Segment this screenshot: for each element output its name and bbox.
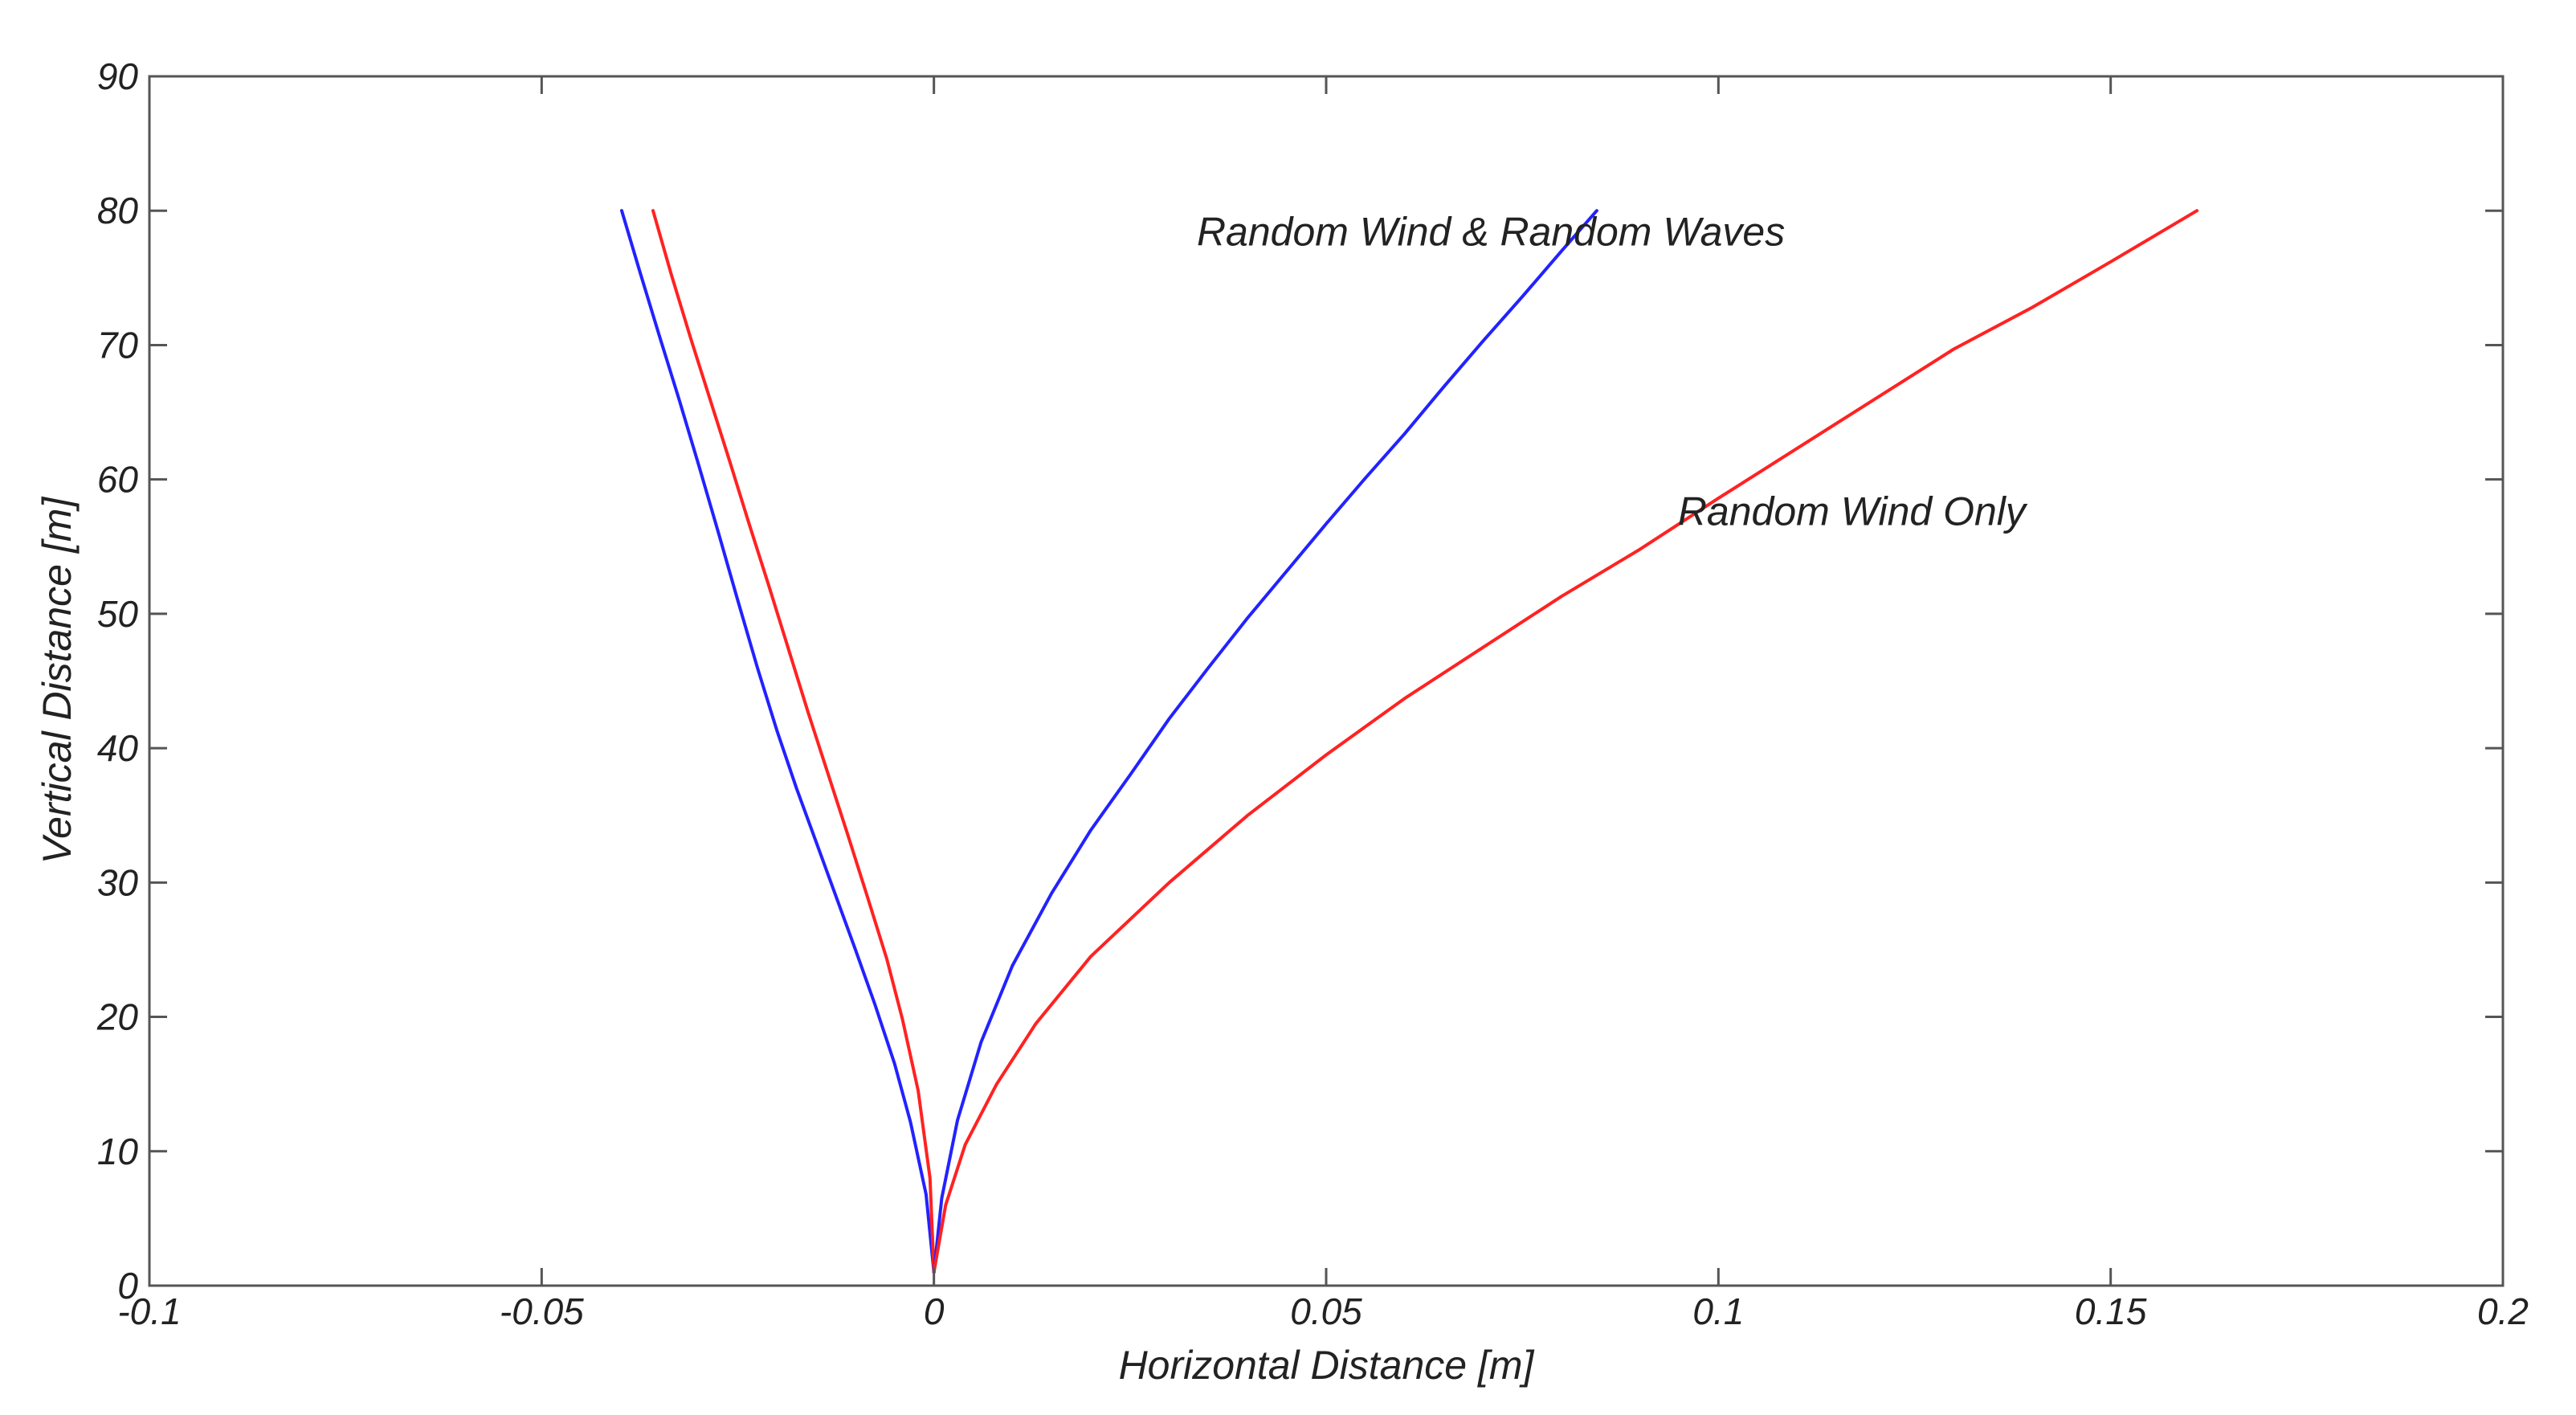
y-tick-label: 50 <box>97 593 139 635</box>
x-tick-label: 0.1 <box>1692 1290 1744 1332</box>
x-axis-label: Horizontal Distance [m] <box>1119 1343 1535 1388</box>
series-layer <box>620 209 2199 1274</box>
annotation-label-1: Random Wind & Random Waves <box>1197 210 1785 255</box>
y-tick-label: 30 <box>97 861 139 903</box>
series-line-3 <box>932 209 1598 1274</box>
x-tick-label: 0 <box>924 1290 945 1332</box>
series-line-1 <box>620 209 936 1274</box>
y-tick-label: 20 <box>96 996 139 1038</box>
tick-layer: -0.1 -0.05 0 0.05 0.1 0.15 0.2 0 10 20 30 40 50 60 70 8… <box>96 55 2529 1332</box>
x-tick-label: 0.15 <box>2075 1290 2147 1332</box>
y-tick-label: 60 <box>97 459 139 501</box>
x-tick-label: 0.2 <box>2477 1290 2529 1332</box>
y-tick-label: 70 <box>97 324 139 366</box>
series-line-2 <box>651 209 936 1274</box>
annotation-layer: Random Wind & Random Waves Random Wind On… <box>1197 210 2028 534</box>
annotation-label-2: Random Wind Only <box>1678 489 2028 534</box>
series-line-4 <box>932 209 2199 1274</box>
x-tick-label: -0.05 <box>500 1290 584 1332</box>
y-axis-label: Vertical Distance [m] <box>35 497 80 865</box>
y-tick-label: 40 <box>97 727 139 769</box>
y-tick-label: 10 <box>97 1131 139 1172</box>
y-tick-label: 0 <box>117 1265 138 1307</box>
y-tick-label: 80 <box>97 190 139 231</box>
y-tick-label: 90 <box>97 55 139 97</box>
x-tick-label: -0.1 <box>117 1290 181 1332</box>
x-tick-label: 0.05 <box>1290 1290 1362 1332</box>
